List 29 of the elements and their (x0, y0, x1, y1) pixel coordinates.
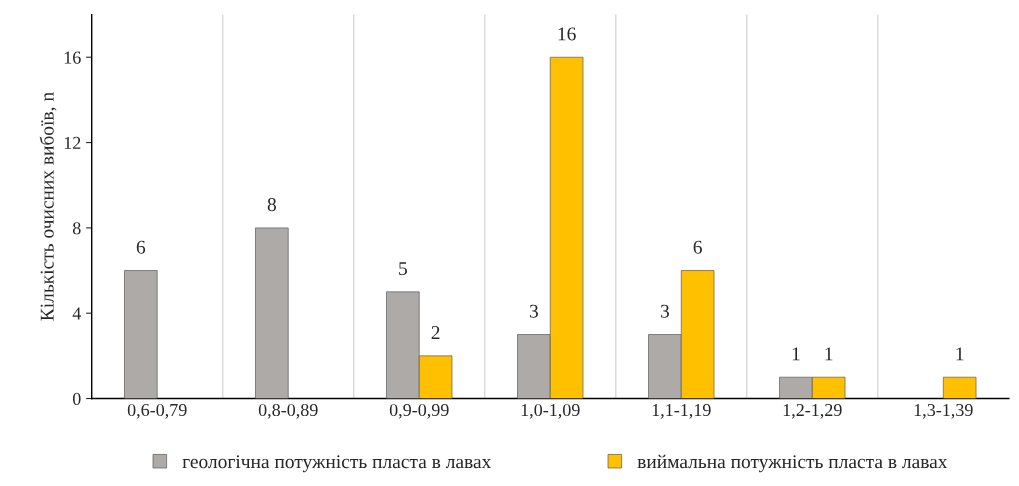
data-label: 1 (792, 347, 800, 361)
data-label: 1 (825, 347, 833, 361)
data-label: 16 (558, 27, 576, 41)
x-tick-label: 0,9-0,99 (389, 403, 449, 419)
legend-label: виймальна потужність пласта в лавах (637, 454, 948, 473)
data-label: 5 (399, 262, 407, 276)
legend-label: геологічна потужність пласта в лавах (182, 455, 492, 473)
x-tick-label: 1,2-1,29 (783, 403, 842, 419)
data-label: 6 (693, 240, 702, 254)
y-tick-label: 4 (72, 307, 82, 320)
x-tick-label: 1,0-1,09 (521, 403, 580, 419)
y-tick-label: 0 (72, 392, 81, 405)
bar (255, 227, 289, 399)
x-tick-label: 0,6-0,79 (127, 403, 187, 419)
bar (124, 270, 158, 399)
data-label: 2 (431, 326, 440, 339)
x-tick-label: 0,8-0,89 (258, 403, 318, 419)
y-tick-label: 16 (64, 51, 81, 64)
data-label: 6 (136, 240, 146, 254)
data-label: 1 (956, 347, 964, 361)
data-label: 3 (529, 304, 538, 318)
bar (942, 376, 977, 399)
x-tick-label: 1,1-1,19 (652, 403, 711, 419)
data-label: 8 (267, 198, 276, 212)
y-tick-label: 12 (64, 136, 81, 149)
y-tick-label: 8 (72, 222, 81, 235)
x-tick-label: 1,3-1,39 (914, 403, 973, 419)
data-label: 3 (660, 304, 669, 318)
y-axis-title: Кількість очисних вибоїв, n (39, 92, 57, 321)
